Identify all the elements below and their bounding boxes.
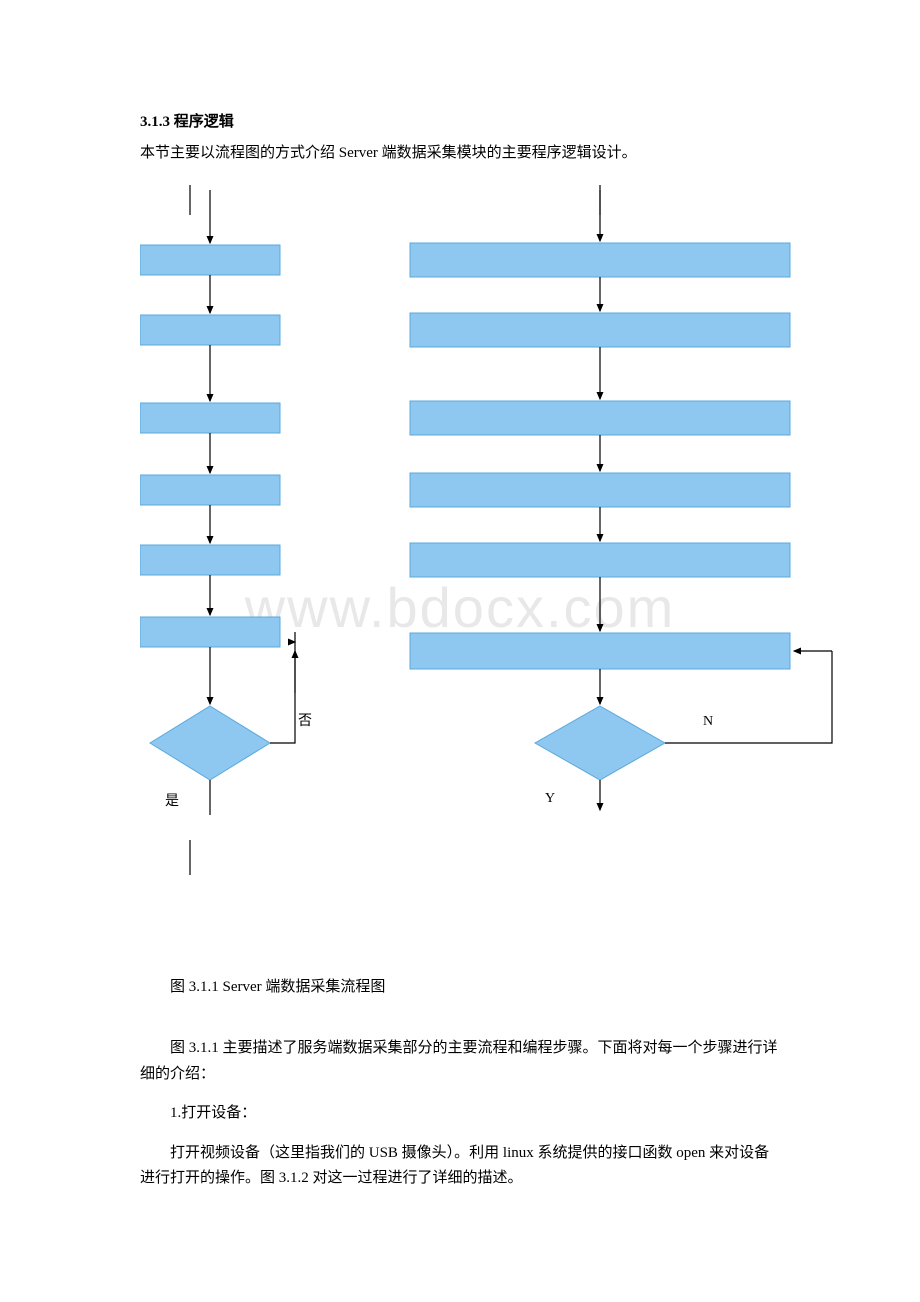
paragraph-1: 图 3.1.1 主要描述了服务端数据采集部分的主要流程和编程步骤。下面将对每一个… <box>140 1036 780 1087</box>
document-page: 3.1.3 程序逻辑 本节主要以流程图的方式介绍 Server 端数据采集模块的… <box>0 0 920 1302</box>
section-heading: 3.1.3 程序逻辑 <box>140 110 780 131</box>
svg-text:N: N <box>703 714 713 729</box>
svg-text:否: 否 <box>298 714 312 729</box>
flowchart-svg: 否是 N Y <box>140 185 840 885</box>
intro-paragraph: 本节主要以流程图的方式介绍 Server 端数据采集模块的主要程序逻辑设计。 <box>140 141 780 165</box>
flowchart-figure: www.bdocx.com 否是NY <box>140 185 780 945</box>
svg-text:Y: Y <box>545 791 555 806</box>
paragraph-2: 1.打开设备： <box>140 1101 780 1127</box>
paragraph-3: 打开视频设备（这里指我们的 USB 摄像头）。利用 linux 系统提供的接口函… <box>140 1141 780 1192</box>
svg-text:是: 是 <box>165 794 179 809</box>
figure-caption: 图 3.1.1 Server 端数据采集流程图 <box>140 975 780 996</box>
